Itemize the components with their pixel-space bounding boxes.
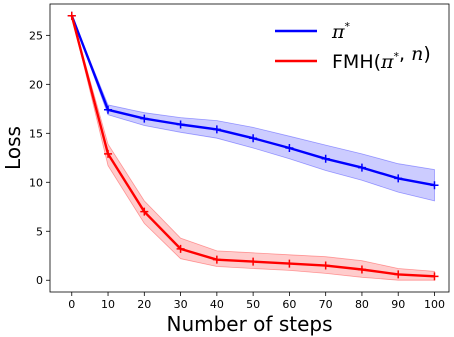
x-tick-label: 100: [424, 298, 445, 311]
x-tick-label: 0: [68, 298, 75, 311]
x-tick-label: 20: [137, 298, 151, 311]
legend-label-part: *: [394, 50, 400, 63]
series-0-point: [394, 174, 403, 183]
series-1-point: [430, 272, 439, 281]
series-0-point: [140, 114, 149, 123]
series-1-point: [321, 261, 330, 270]
legend-label-part: π: [380, 51, 394, 73]
y-tick-label: 20: [29, 78, 43, 91]
series-0-point: [212, 125, 221, 134]
y-tick-label: 15: [29, 127, 43, 140]
series-1-point: [212, 255, 221, 264]
x-tick-label: 10: [101, 298, 115, 311]
series-0-point: [285, 144, 294, 152]
x-tick-label: 50: [246, 298, 260, 311]
series-1-point: [394, 270, 403, 279]
legend-label-0: π*: [331, 20, 351, 43]
legend-label-part: n: [411, 43, 423, 65]
x-tick-label: 70: [319, 298, 333, 311]
y-tick-label: 5: [36, 225, 43, 238]
y-axis-label: Loss: [1, 126, 25, 170]
x-tick-label: 80: [355, 298, 369, 311]
series-0-point: [357, 163, 366, 172]
y-tick-label: 10: [29, 176, 43, 189]
x-tick-label: 30: [174, 298, 188, 311]
legend-label-part: ,: [399, 43, 411, 65]
series-1-point: [104, 149, 113, 158]
series-1-point: [249, 257, 258, 266]
legend-label-part: FMH(: [332, 51, 381, 73]
x-tick-label: 90: [391, 298, 405, 311]
y-tick-label: 25: [29, 29, 43, 42]
plot-frame: [49, 3, 450, 293]
series-0-point: [104, 105, 113, 114]
series-markers: [67, 11, 439, 281]
series-0-point: [249, 134, 258, 143]
series-1-point: [176, 244, 185, 253]
x-axis-label: Number of steps: [166, 312, 332, 336]
legend-label-1: FMH(π*, n): [332, 43, 431, 73]
legend: π*FMH(π*, n): [275, 20, 431, 73]
series-0-point: [430, 181, 439, 190]
y-axis: 0 5 10 15 20 25: [29, 29, 50, 287]
series-0-point: [176, 120, 185, 129]
y-tick-label: 0: [36, 274, 43, 287]
x-axis: 0 10 20 30 40 50 60 70 80 90 100: [68, 292, 445, 311]
x-tick-label: 40: [210, 298, 224, 311]
legend-label-part: *: [345, 20, 351, 33]
legend-label-part: ): [423, 43, 430, 65]
legend-label-part: π: [331, 21, 345, 43]
series-0-point: [321, 154, 330, 163]
series-1-point: [140, 207, 149, 216]
x-tick-label: 60: [282, 298, 296, 311]
series-1-point: [67, 11, 76, 20]
series-1-point: [357, 265, 366, 274]
series-1-point: [285, 259, 294, 268]
